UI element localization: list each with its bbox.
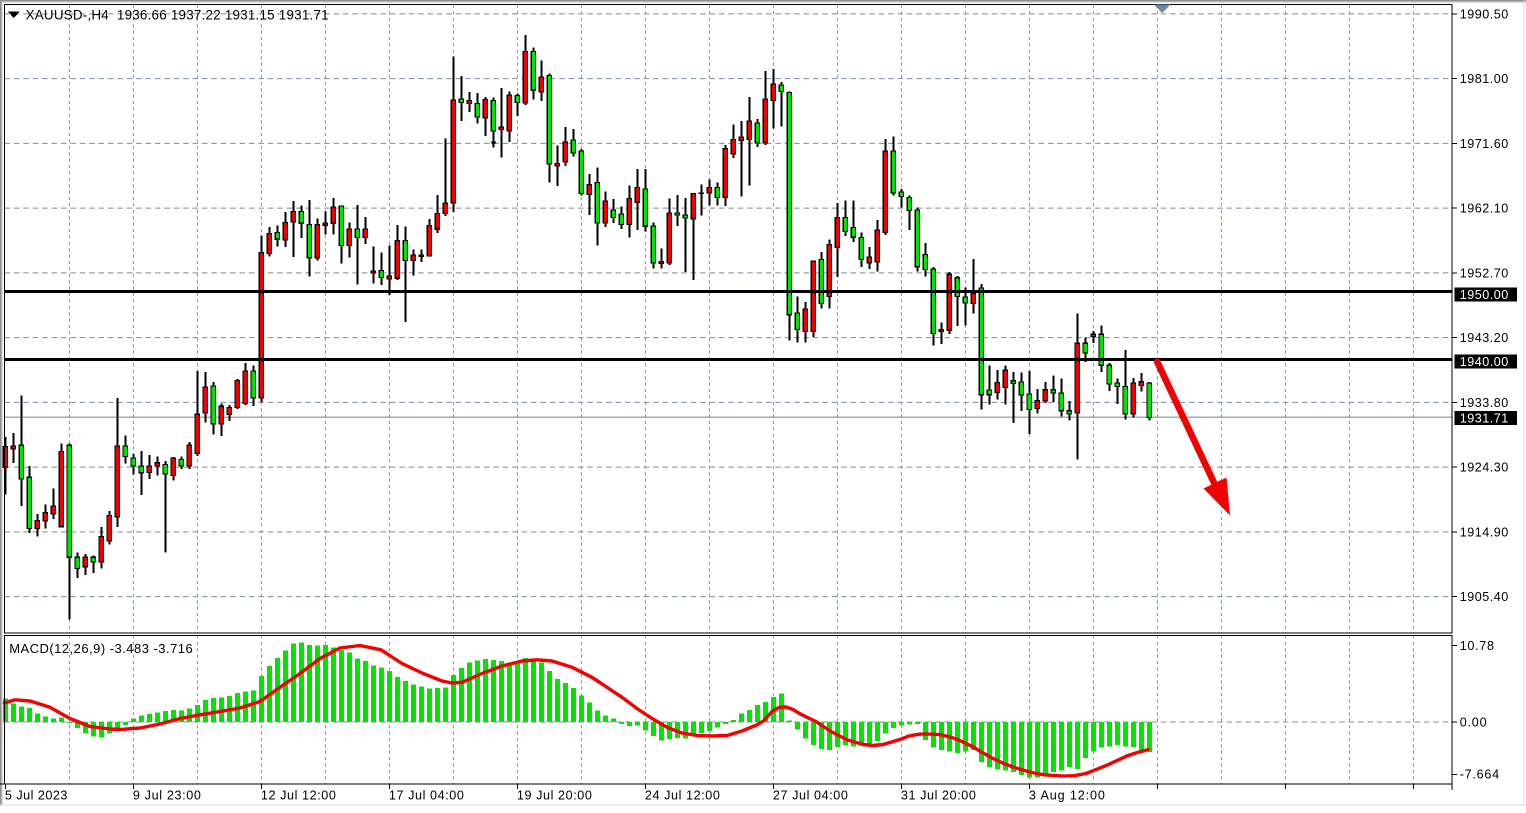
svg-text:1924.30: 1924.30 xyxy=(1460,461,1509,475)
svg-text:1962.10: 1962.10 xyxy=(1460,202,1509,216)
svg-text:3 Aug 12:00: 3 Aug 12:00 xyxy=(1029,789,1105,803)
svg-text:1981.00: 1981.00 xyxy=(1460,72,1509,86)
svg-text:12 Jul 12:00: 12 Jul 12:00 xyxy=(261,789,336,803)
svg-text:1940.00: 1940.00 xyxy=(1460,355,1509,369)
svg-text:5 Jul 2023: 5 Jul 2023 xyxy=(5,789,68,803)
svg-text:1943.20: 1943.20 xyxy=(1460,331,1509,345)
svg-text:MACD(12,26,9) -3.483 -3.716: MACD(12,26,9) -3.483 -3.716 xyxy=(9,641,193,656)
svg-text:1971.60: 1971.60 xyxy=(1460,137,1509,151)
svg-text:1914.90: 1914.90 xyxy=(1460,525,1509,539)
svg-text:1950.00: 1950.00 xyxy=(1460,288,1509,302)
svg-text:1990.50: 1990.50 xyxy=(1460,7,1509,21)
svg-text:1952.70: 1952.70 xyxy=(1460,266,1509,280)
svg-text:24 Jul 12:00: 24 Jul 12:00 xyxy=(645,789,720,803)
svg-text:1905.40: 1905.40 xyxy=(1460,590,1509,604)
svg-text:17 Jul 04:00: 17 Jul 04:00 xyxy=(389,789,464,803)
svg-text:27 Jul 04:00: 27 Jul 04:00 xyxy=(773,789,848,803)
svg-text:0.00: 0.00 xyxy=(1460,715,1487,729)
svg-text:10.78: 10.78 xyxy=(1460,639,1494,653)
svg-text:9 Jul 23:00: 9 Jul 23:00 xyxy=(133,789,201,803)
svg-text:31 Jul 20:00: 31 Jul 20:00 xyxy=(901,789,976,803)
svg-text:19 Jul 20:00: 19 Jul 20:00 xyxy=(517,789,592,803)
svg-text:1931.71: 1931.71 xyxy=(1460,411,1509,425)
svg-text:-7.664: -7.664 xyxy=(1460,768,1499,782)
svg-text:XAUUSD-,H4 1936.66 1937.22 19: XAUUSD-,H4 1936.66 1937.22 1931.15 1931.… xyxy=(26,7,329,22)
svg-text:1933.80: 1933.80 xyxy=(1460,396,1509,410)
